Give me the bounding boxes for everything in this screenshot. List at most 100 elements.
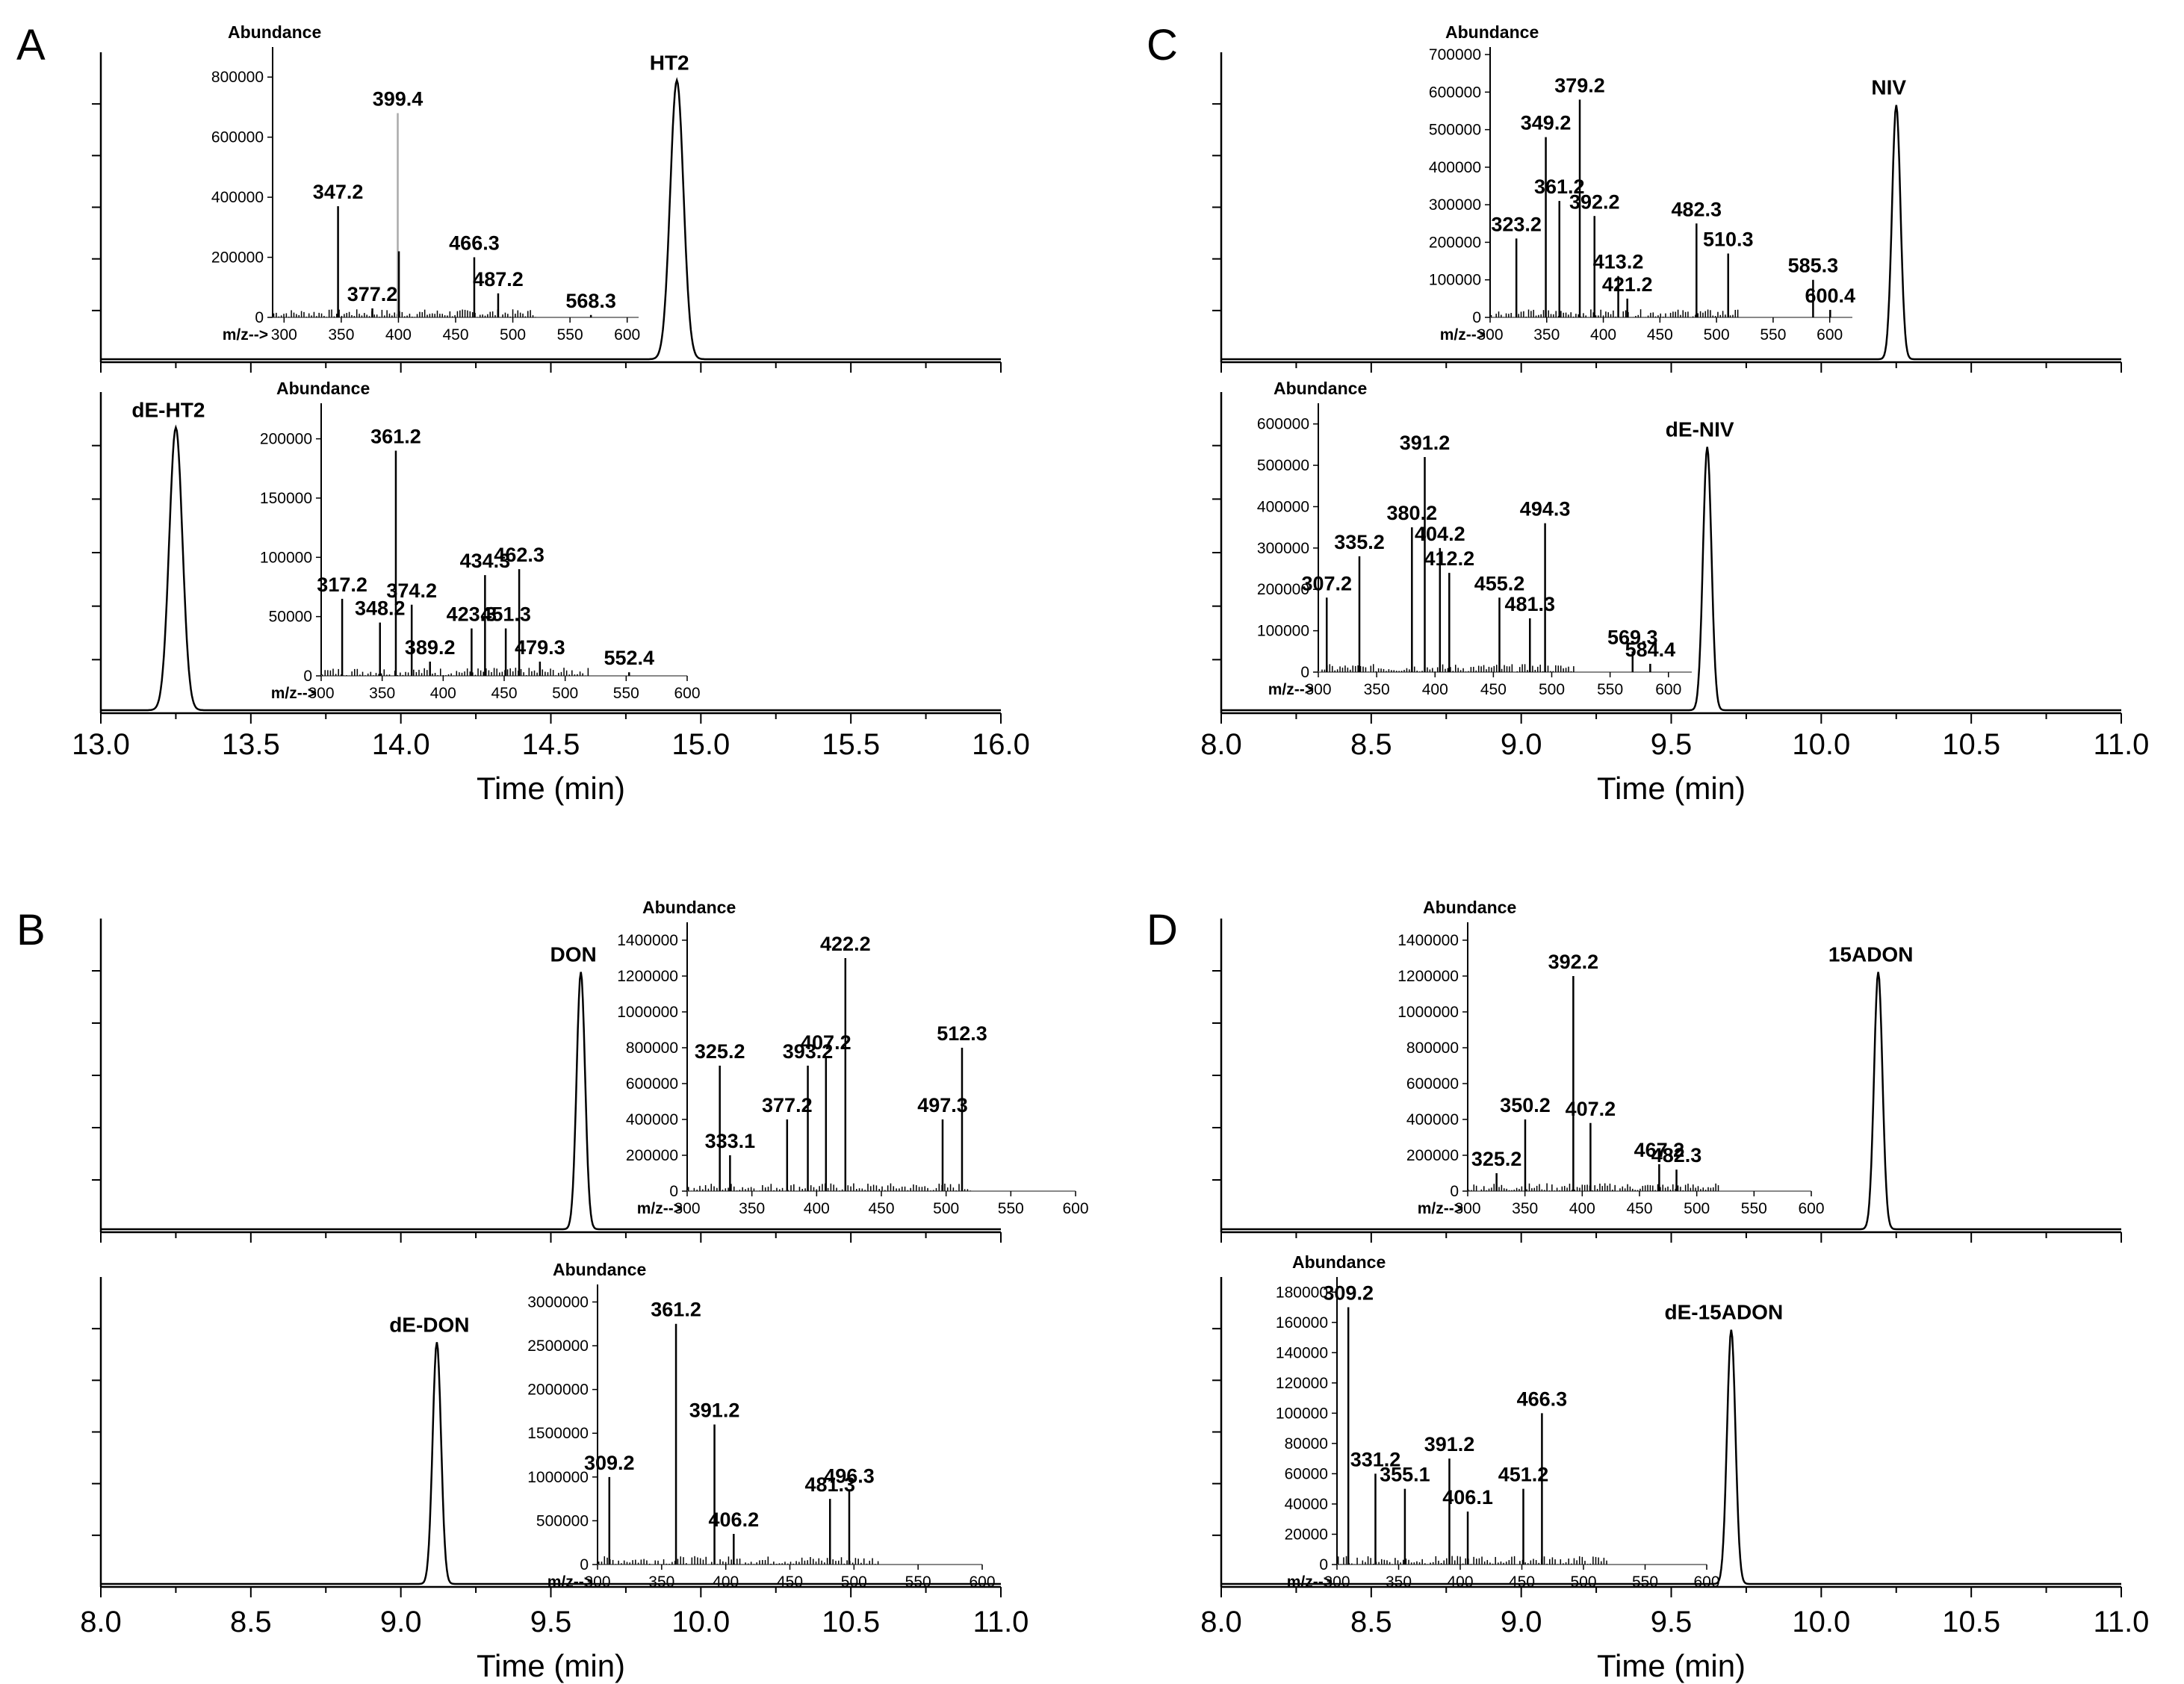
inset-y-tick-label: 1000000 — [527, 1469, 589, 1486]
inset-y-tick-label: 800000 — [626, 1040, 678, 1057]
time-tick-label: 10.0 — [1792, 1606, 1850, 1638]
inset-y-tick-label: 150000 — [260, 490, 312, 507]
time-tick-label: 10.5 — [1942, 728, 2000, 761]
inset-x-tick-label: 550 — [613, 685, 639, 702]
inset-y-tick-label: 700000 — [1429, 46, 1481, 63]
ion-label: 422.2 — [820, 933, 871, 955]
ion-label: 494.3 — [1520, 498, 1571, 521]
ion-label: 407.2 — [801, 1031, 851, 1054]
ion-label: 496.3 — [824, 1464, 875, 1487]
inset-y-tick-label: 200000 — [1406, 1147, 1459, 1164]
inset-mz-label: m/z--> — [1418, 1200, 1463, 1217]
peak-label: dE-15ADON — [1664, 1301, 1783, 1324]
inset-abundance-label: Abundance — [1292, 1252, 1386, 1272]
inset-x-tick-label: 400 — [430, 685, 456, 702]
mass-spectrum-inset-dE-NIV: Abundance 0 100000 200000 300000 400000 500000… — [1257, 379, 1692, 698]
inset-y-tick-label: 0 — [1300, 664, 1309, 681]
ion-label: 451.3 — [480, 603, 531, 626]
time-tick-label: 8.5 — [1350, 1606, 1392, 1638]
inset-x-tick-label: 550 — [998, 1200, 1024, 1217]
ion-label: 482.3 — [1672, 198, 1722, 220]
time-tick-label: 8.0 — [80, 1606, 122, 1638]
ion-label: 600.4 — [1805, 285, 1856, 307]
inset-y-tick-label: 2500000 — [527, 1337, 589, 1355]
inset-y-tick-label: 1500000 — [527, 1425, 589, 1442]
ion-label: 466.3 — [449, 232, 500, 255]
inset-x-tick-label: 600 — [1062, 1200, 1088, 1217]
inset-y-tick-label: 120000 — [1276, 1375, 1328, 1392]
ion-label: 361.2 — [370, 425, 421, 447]
inset-y-tick-label: 600000 — [1406, 1075, 1459, 1093]
ion-label: 323.2 — [1491, 213, 1542, 235]
chromatogram-trace-15ADON: 15ADON — [1212, 919, 2122, 1243]
ion-label: 309.2 — [1323, 1282, 1374, 1305]
time-tick-label: 14.5 — [522, 728, 580, 761]
ion-label: 325.2 — [1471, 1148, 1522, 1170]
ion-label: 392.2 — [1548, 951, 1599, 973]
ion-label: 307.2 — [1301, 572, 1352, 594]
time-axis-title: Time (min) — [1597, 1648, 1746, 1683]
inset-y-tick-label: 800000 — [211, 69, 264, 86]
inset-x-tick-label: 300 — [584, 1573, 610, 1591]
time-tick-label: 16.0 — [972, 728, 1030, 761]
inset-x-tick-label: 300 — [674, 1200, 700, 1217]
time-tick-label: 9.0 — [380, 1606, 422, 1638]
ion-label: 380.2 — [1387, 502, 1438, 524]
inset-x-tick-label: 600 — [1798, 1200, 1824, 1217]
inset-x-tick-label: 550 — [1597, 681, 1623, 698]
ion-label: 391.2 — [1424, 1433, 1475, 1455]
inset-y-tick-label: 400000 — [1257, 498, 1309, 515]
inset-x-tick-label: 550 — [1760, 326, 1786, 344]
inset-y-tick-label: 600000 — [211, 129, 264, 146]
ion-label: 510.3 — [1703, 229, 1754, 251]
time-axis-title: Time (min) — [477, 1648, 625, 1683]
inset-y-tick-label: 0 — [1319, 1556, 1328, 1573]
mass-spectrum-inset-dE-HT2: Abundance050000100000150000200000m/z-->3… — [260, 379, 701, 702]
chromatogram-line — [101, 972, 1001, 1231]
panel-letter: D — [1147, 906, 1178, 954]
inset-y-tick-label: 20000 — [1285, 1526, 1328, 1543]
inset-y-tick-label: 160000 — [1276, 1314, 1328, 1332]
time-tick-label: 11.0 — [2094, 1606, 2150, 1638]
ion-label: 406.2 — [709, 1509, 760, 1531]
ion-label: 379.2 — [1554, 74, 1605, 96]
mass-spectrum-inset-HT2: Abundance 0 200000 400000 600000 800000 m/z-->… — [211, 22, 640, 344]
inset-y-tick-label: 100000 — [1257, 623, 1309, 640]
inset-x-tick-label: 500 — [1570, 1573, 1596, 1591]
inset-mz-label: m/z--> — [547, 1573, 593, 1591]
inset-abundance-label: Abundance — [1274, 379, 1367, 398]
inset-y-tick-label: 0 — [303, 668, 312, 685]
time-tick-label: 10.0 — [1792, 728, 1850, 761]
ion-label: 355.1 — [1380, 1464, 1430, 1486]
inset-y-tick-label: 500000 — [536, 1512, 589, 1529]
inset-x-tick-label: 500 — [1684, 1200, 1710, 1217]
time-tick-label: 15.5 — [822, 728, 880, 761]
ion-label: 349.2 — [1521, 112, 1572, 134]
inset-y-tick-label: 3000000 — [527, 1293, 589, 1311]
inset-y-tick-label: 200000 — [260, 431, 312, 448]
chromatogram-line — [101, 424, 1001, 712]
inset-y-tick-label: 0 — [255, 309, 264, 326]
ion-label: 568.3 — [565, 290, 616, 312]
inset-x-tick-label: 400 — [1422, 681, 1448, 698]
inset-y-tick-label: 180000 — [1276, 1284, 1328, 1301]
ion-label: 406.1 — [1442, 1486, 1493, 1509]
inset-x-tick-label: 600 — [969, 1573, 995, 1591]
inset-x-tick-label: 300 — [1477, 326, 1503, 344]
inset-y-tick-label: 400000 — [211, 189, 264, 206]
time-tick-label: 13.5 — [222, 728, 280, 761]
inset-mz-label: m/z--> — [1268, 681, 1314, 698]
inset-y-tick-label: 0 — [1472, 309, 1481, 326]
inset-y-tick-label: 200000 — [1257, 581, 1309, 598]
chromatogram-trace-DON: DON — [92, 919, 1002, 1243]
peak-label: HT2 — [650, 52, 689, 75]
inset-x-tick-label: 600 — [614, 326, 640, 344]
ion-label: 455.2 — [1474, 572, 1525, 594]
time-tick-label: 11.0 — [2094, 728, 2150, 761]
inset-y-tick-label: 100000 — [1429, 272, 1481, 289]
time-tick-label: 9.5 — [1651, 1606, 1693, 1638]
ion-label: 413.2 — [1593, 251, 1644, 273]
inset-y-tick-label: 80000 — [1285, 1435, 1328, 1452]
inset-y-tick-label: 2000000 — [527, 1382, 589, 1399]
time-tick-label: 9.5 — [530, 1606, 572, 1638]
